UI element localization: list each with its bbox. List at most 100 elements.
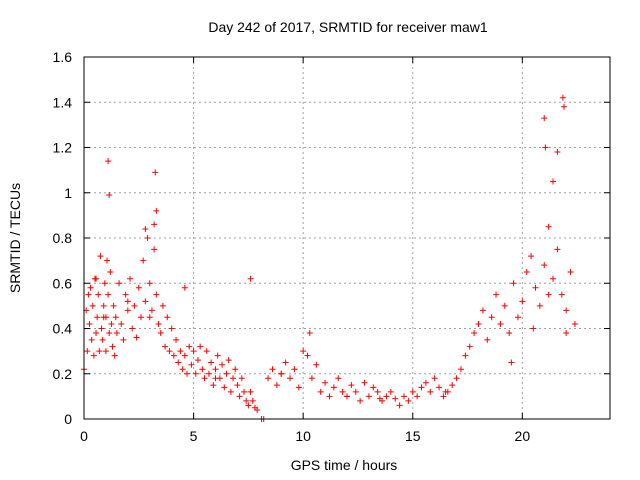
data-point [554,149,561,156]
data-point [84,348,91,355]
data-point [245,402,252,409]
data-point [479,307,486,314]
data-point [97,253,104,260]
data-point [153,291,160,298]
data-point [155,320,162,327]
data-point [414,393,421,400]
data-point [571,320,578,327]
data-point [208,359,215,366]
data-point [422,379,429,386]
data-point [249,397,256,404]
data-point [184,370,191,377]
x-tick-label: 15 [405,428,421,444]
data-point [122,291,129,298]
data-point [370,384,377,391]
data-point [304,352,311,359]
data-point [322,379,329,386]
data-point [383,393,390,400]
data-point [94,314,101,321]
data-point [554,246,561,253]
data-point [151,246,158,253]
data-point [387,388,394,395]
y-axis-title: SRMTID / TECUs [7,183,23,293]
data-point [269,366,276,373]
data-point [550,275,557,282]
data-point [541,115,548,122]
data-point [190,348,197,355]
data-point [225,357,232,364]
data-point [110,302,117,309]
data-point [282,359,289,366]
data-point [120,336,127,343]
data-point [536,302,543,309]
y-tick-label: 0.8 [53,230,73,246]
data-point [348,382,355,389]
data-point [194,357,201,364]
data-point [493,291,500,298]
data-point [181,352,188,359]
data-point [142,298,149,305]
data-point [497,320,504,327]
data-point [188,361,195,368]
data-point [440,393,447,400]
data-point [392,395,399,402]
data-point [88,336,95,343]
data-point [563,307,570,314]
chart-title: Day 242 of 2017, SRMTID for receiver maw… [208,19,488,35]
data-point [133,334,140,341]
data-point [197,343,204,350]
data-point [201,375,208,382]
data-point [87,284,94,291]
data-point [278,370,285,377]
data-point [157,330,164,337]
data-point [519,298,526,305]
data-point [374,388,381,395]
y-tick-label: 1.4 [53,94,73,110]
data-point [227,388,234,395]
data-point [335,375,342,382]
data-point [330,384,337,391]
data-point [105,158,112,165]
data-point [462,352,469,359]
data-point [107,268,114,275]
data-point [247,388,254,395]
data-point [106,192,113,199]
data-point [523,268,530,275]
data-point [179,366,186,373]
data-point [550,178,557,185]
data-point [186,343,193,350]
data-point [223,370,230,377]
data-point [159,302,166,309]
data-point [212,366,219,373]
data-point [541,262,548,269]
data-point [418,384,425,391]
data-point [560,103,567,110]
y-tick-label: 1.2 [53,140,73,156]
data-point [563,330,570,337]
data-point [291,366,298,373]
data-point [95,291,102,298]
data-point [85,291,92,298]
data-point [104,257,111,264]
x-tick-label: 5 [190,428,198,444]
data-point [177,348,184,355]
data-point [530,325,537,332]
data-point [135,284,142,291]
data-point [86,320,93,327]
data-point [308,375,315,382]
data-point [508,359,515,366]
data-point [99,336,106,343]
data-point [164,314,171,321]
data-point [234,382,241,389]
data-point [442,388,449,395]
data-point [113,330,120,337]
data-point [528,253,535,260]
data-point [93,275,100,282]
data-point [214,352,221,359]
data-point [466,343,473,350]
y-tick-label: 1.6 [53,49,73,65]
data-point [118,320,125,327]
data-point [116,280,123,287]
data-point [365,393,372,400]
